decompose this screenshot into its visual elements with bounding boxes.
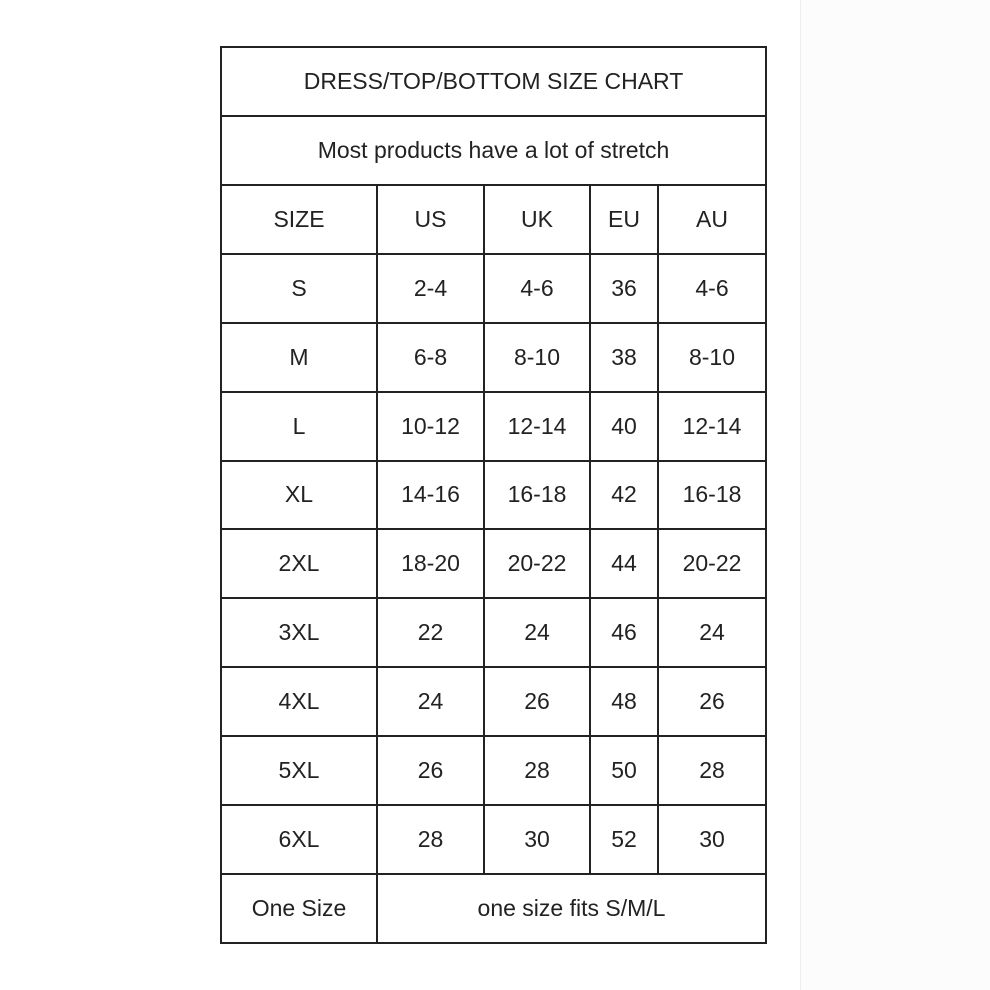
cell-eu: 38 — [589, 321, 659, 393]
table-row: 3XL 22 24 46 24 — [220, 597, 767, 669]
title-row: DRESS/TOP/BOTTOM SIZE CHART — [220, 46, 767, 117]
cell-au: 12-14 — [657, 390, 767, 462]
cell-au: 4-6 — [657, 252, 767, 324]
cell-us: 2-4 — [376, 252, 485, 324]
one-size-label: One Size — [220, 873, 378, 944]
cell-us: 6-8 — [376, 321, 485, 393]
cell-size: XL — [220, 459, 378, 531]
cell-au: 8-10 — [657, 321, 767, 393]
cell-size: 6XL — [220, 804, 378, 876]
cell-au: 26 — [657, 666, 767, 738]
cell-uk: 30 — [483, 804, 591, 876]
cell-uk: 12-14 — [483, 390, 591, 462]
header-uk: UK — [483, 183, 591, 255]
cell-size: S — [220, 252, 378, 324]
table-row: M 6-8 8-10 38 8-10 — [220, 321, 767, 393]
cell-size: 5XL — [220, 735, 378, 807]
one-size-row: One Size one size fits S/M/L — [220, 873, 767, 944]
cell-eu: 40 — [589, 390, 659, 462]
cell-au: 24 — [657, 597, 767, 669]
cell-uk: 28 — [483, 735, 591, 807]
cell-uk: 8-10 — [483, 321, 591, 393]
size-chart-table: DRESS/TOP/BOTTOM SIZE CHART Most product… — [220, 46, 767, 944]
cell-eu: 42 — [589, 459, 659, 531]
cell-uk: 24 — [483, 597, 591, 669]
cell-size: 2XL — [220, 528, 378, 600]
cell-au: 28 — [657, 735, 767, 807]
cell-au: 30 — [657, 804, 767, 876]
cell-us: 28 — [376, 804, 485, 876]
cell-us: 10-12 — [376, 390, 485, 462]
cell-au: 20-22 — [657, 528, 767, 600]
table-row: 2XL 18-20 20-22 44 20-22 — [220, 528, 767, 600]
cell-eu: 46 — [589, 597, 659, 669]
header-row: SIZE US UK EU AU — [220, 183, 767, 255]
cell-eu: 48 — [589, 666, 659, 738]
cell-uk: 4-6 — [483, 252, 591, 324]
table-row: XL 14-16 16-18 42 16-18 — [220, 459, 767, 531]
cell-size: 4XL — [220, 666, 378, 738]
cell-au: 16-18 — [657, 459, 767, 531]
header-eu: EU — [589, 183, 659, 255]
table-row: L 10-12 12-14 40 12-14 — [220, 390, 767, 462]
cell-us: 22 — [376, 597, 485, 669]
one-size-note: one size fits S/M/L — [376, 873, 767, 944]
cell-size: L — [220, 390, 378, 462]
subtitle-row: Most products have a lot of stretch — [220, 114, 767, 186]
cell-uk: 26 — [483, 666, 591, 738]
page-edge — [800, 0, 990, 990]
cell-eu: 44 — [589, 528, 659, 600]
table-row: 4XL 24 26 48 26 — [220, 666, 767, 738]
cell-size: M — [220, 321, 378, 393]
cell-size: 3XL — [220, 597, 378, 669]
table-row: 6XL 28 30 52 30 — [220, 804, 767, 876]
header-us: US — [376, 183, 485, 255]
cell-us: 24 — [376, 666, 485, 738]
chart-title: DRESS/TOP/BOTTOM SIZE CHART — [220, 46, 767, 117]
table-row: S 2-4 4-6 36 4-6 — [220, 252, 767, 324]
cell-eu: 52 — [589, 804, 659, 876]
cell-uk: 20-22 — [483, 528, 591, 600]
cell-eu: 50 — [589, 735, 659, 807]
table-row: 5XL 26 28 50 28 — [220, 735, 767, 807]
chart-subtitle: Most products have a lot of stretch — [220, 114, 767, 186]
cell-us: 26 — [376, 735, 485, 807]
header-au: AU — [657, 183, 767, 255]
cell-uk: 16-18 — [483, 459, 591, 531]
cell-us: 18-20 — [376, 528, 485, 600]
cell-eu: 36 — [589, 252, 659, 324]
header-size: SIZE — [220, 183, 378, 255]
cell-us: 14-16 — [376, 459, 485, 531]
